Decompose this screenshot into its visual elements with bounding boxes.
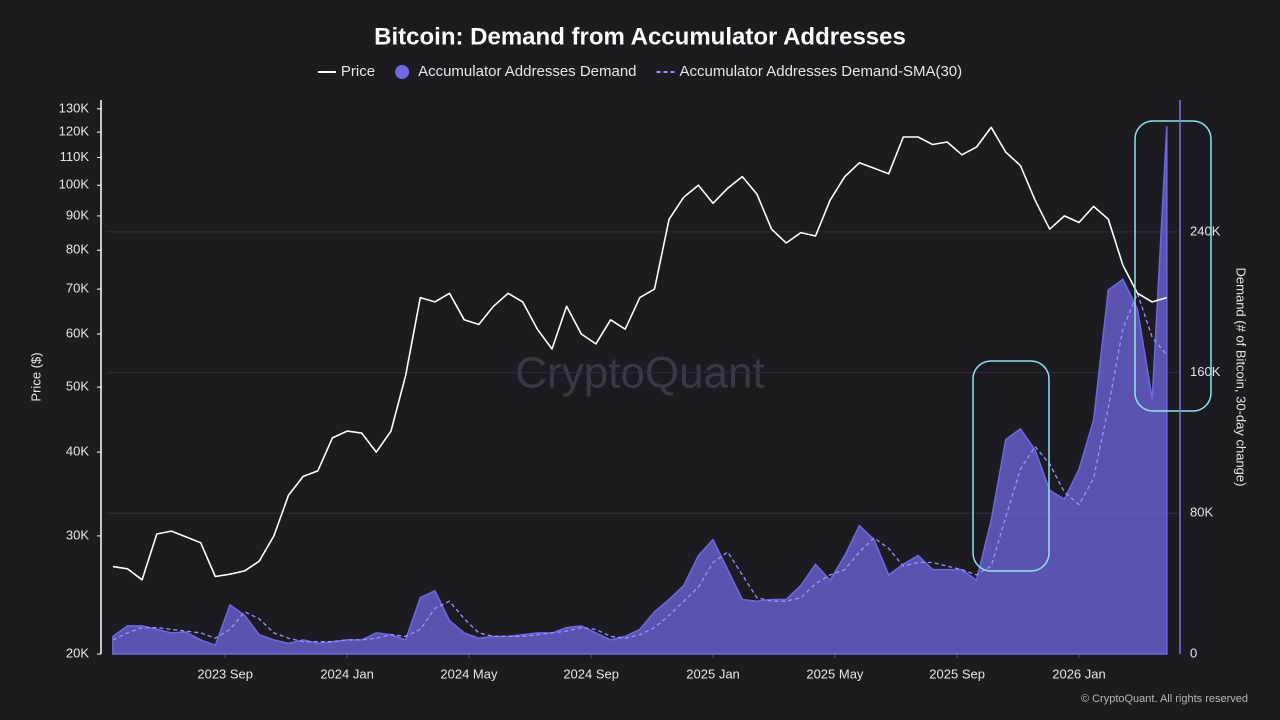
y-tick-label: 50K [66,379,89,394]
y2-tick-label: 0 [1190,645,1197,660]
y-tick-label: 30K [66,527,89,542]
y-tick-label: 90K [66,207,89,222]
legend-label: Accumulator Addresses Demand [418,63,636,80]
sma-line [112,291,1168,643]
legend-label: Accumulator Addresses Demand-SMA(30) [680,63,963,80]
y2-tick-label: 160K [1190,364,1221,379]
legend-item: Accumulator Addresses Demand [395,63,637,80]
legend-swatch [395,65,410,79]
y-tick-label: 80K [66,242,89,257]
y-tick-label: 70K [66,281,89,296]
chart-title: Bitcoin: Demand from Accumulator Address… [374,23,906,50]
y2-axis-label: Demand (# of Bitcoin, 30-day change) [1234,268,1249,487]
legend-label: Price [341,63,375,80]
legend-item: Accumulator Addresses Demand-SMA(30) [656,63,963,80]
highlight-box [1134,120,1212,412]
y-axis-label: Price ($) [28,352,43,401]
y-tick-label: 120K [59,124,90,139]
area [112,126,1168,655]
watermark: CryptoQuant [515,349,764,398]
y-tick-label: 40K [66,444,89,459]
y2-tick-label: 80K [1190,505,1213,520]
x-tick-label: 2024 May [440,666,498,681]
x-tick-label: 2024 Sep [563,666,619,681]
x-tick-label: 2025 Sep [929,666,985,681]
y-tick-label: 110K [60,149,90,164]
x-tick-label: 2025 May [806,666,864,681]
y-tick-label: 130K [59,100,90,115]
y2-tick-label: 240K [1190,223,1221,238]
y-tick-label: 20K [66,645,89,660]
price-line [112,126,1168,581]
legend-item: Price [317,63,375,80]
y-tick-label: 60K [66,325,89,340]
plot: 0 80K 160K 240K 20K 30K 40K 50K 60K 70K 80K 90K 100K… [59,100,1221,681]
x-tick-label: 2025 Jan [686,666,740,681]
copyright: © CryptoQuant. All rights reserved [1081,693,1248,705]
highlight-box [972,360,1050,572]
x-tick-label: 2024 Jan [320,666,374,681]
y-tick-label: 100K [59,177,90,192]
legend: Price Accumulator Addresses Demand Accumul… [317,63,963,80]
x-tick-label: 2026 Jan [1052,666,1106,681]
x-tick-label: 2023 Sep [197,666,253,681]
